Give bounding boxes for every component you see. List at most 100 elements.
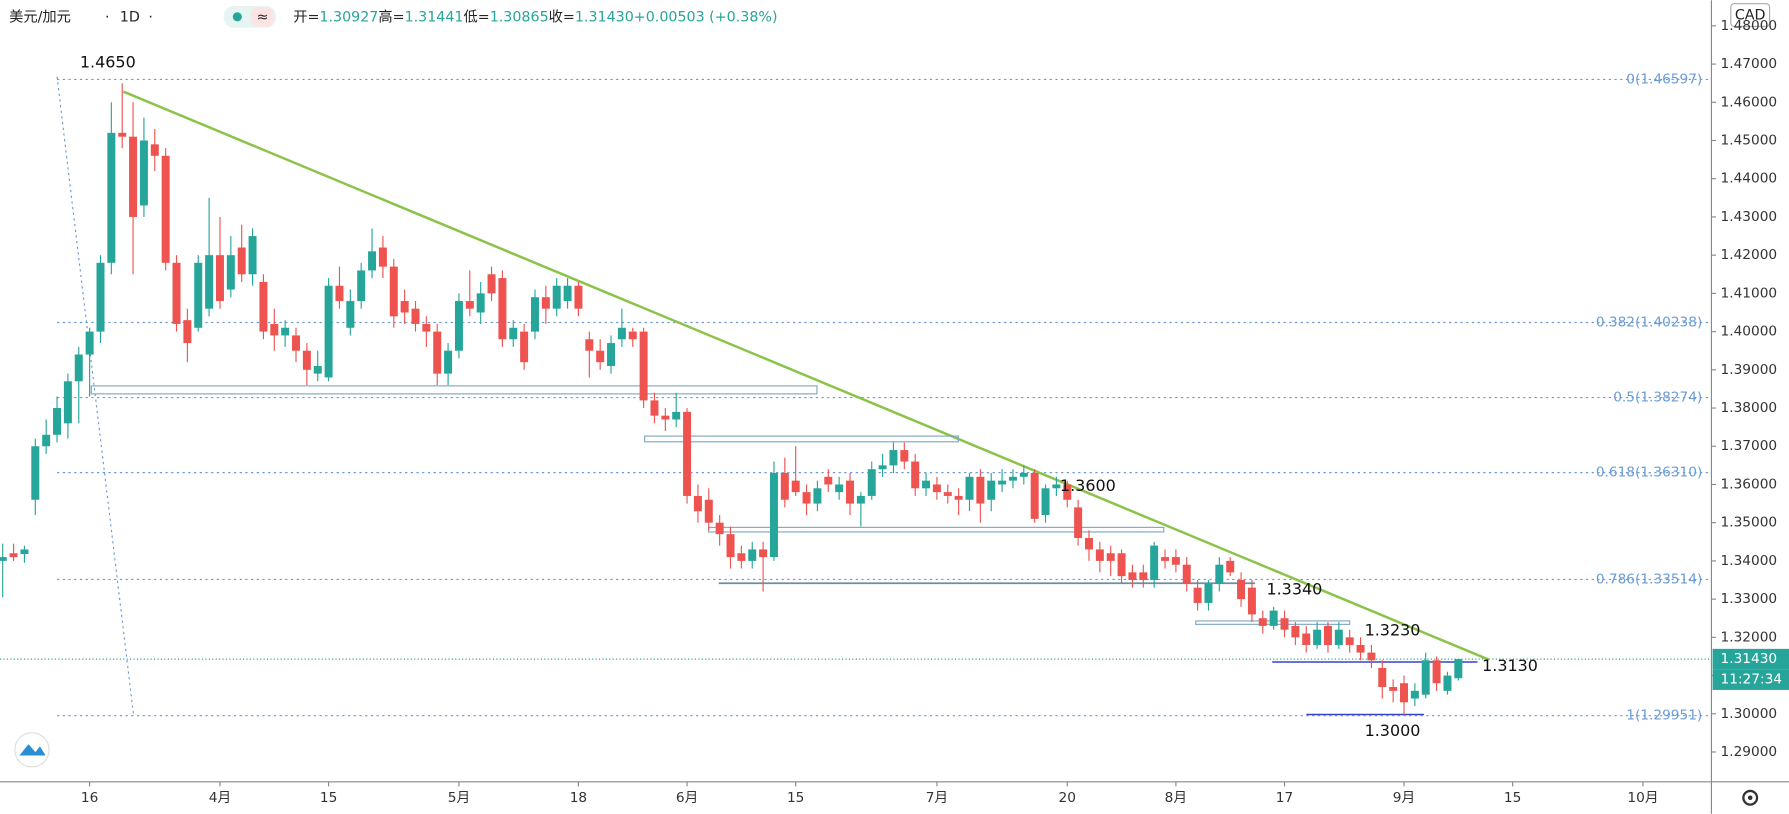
candle-body <box>433 331 442 374</box>
trend-line <box>122 90 1490 661</box>
quote: 开=1.30927高=1.31441低=1.30865收=1.31430+0.0… <box>293 8 777 25</box>
y-tick-label: 1.41000 <box>1721 285 1778 301</box>
candle-body <box>259 281 268 332</box>
y-tick-label: 1.37000 <box>1721 438 1778 454</box>
candle-body <box>628 331 637 340</box>
y-tick-label: 1.39000 <box>1721 362 1778 378</box>
candle-body <box>813 488 822 504</box>
annotation: 1.4650 <box>80 53 136 72</box>
candle-body <box>824 476 833 485</box>
candle-body <box>617 327 626 340</box>
candle-body <box>846 480 854 504</box>
quote-value: 1.30927 <box>319 9 378 25</box>
quote-value: 1.30865 <box>490 9 549 25</box>
candle-body <box>1367 652 1376 661</box>
candle-body <box>42 434 51 447</box>
y-tick-label: 1.34000 <box>1721 553 1778 569</box>
y-tick-label: 1.46000 <box>1721 94 1778 110</box>
logo[interactable] <box>14 732 50 768</box>
candle-body <box>911 461 920 489</box>
x-tick-label: 17 <box>1276 790 1293 806</box>
y-tick-label: 1.38000 <box>1721 400 1778 416</box>
candle-body <box>31 446 40 500</box>
candle-body <box>465 301 474 309</box>
zone <box>90 385 818 395</box>
candle-body <box>302 350 311 370</box>
candle-body <box>878 465 887 470</box>
candle-body <box>607 343 616 366</box>
y-tick-label: 1.48000 <box>1721 18 1778 34</box>
candle-body <box>53 408 62 435</box>
candle-body <box>1117 553 1126 577</box>
candle-body <box>139 140 148 206</box>
x-tick-label: 4月 <box>209 790 231 806</box>
candle-body <box>965 476 974 500</box>
candle-body <box>1291 625 1300 638</box>
candle-body <box>802 492 811 504</box>
annotations: 1.4650 1.3600 1.3340 1.3230 1.3130 1.300… <box>80 53 1538 741</box>
candle-body <box>1454 659 1463 679</box>
quote-label: 收= <box>549 8 575 25</box>
candle-body <box>1323 625 1332 645</box>
candle-body <box>96 262 105 332</box>
logo-mark[interactable] <box>19 744 46 756</box>
separator: · <box>105 9 110 25</box>
quote-value: 1.31430 <box>575 9 634 25</box>
candle-body <box>215 255 224 302</box>
countdown-box <box>1712 669 1789 690</box>
indicator-icon[interactable] <box>251 7 274 27</box>
candle-body <box>922 480 931 489</box>
candle-body <box>150 144 159 156</box>
candle-body <box>1171 557 1180 565</box>
candle-body <box>552 285 561 309</box>
candle-body <box>237 247 246 275</box>
quote-value: 1.31441 <box>405 9 464 25</box>
candle-body <box>737 553 746 561</box>
x-tick-label: 10月 <box>1627 790 1658 806</box>
candle-body <box>1182 564 1191 584</box>
candle-body <box>270 323 279 336</box>
settings[interactable] <box>1742 789 1759 806</box>
candle-body <box>368 251 377 271</box>
candle-body <box>1074 507 1083 538</box>
candle-body <box>900 450 909 462</box>
candle-body <box>422 323 431 332</box>
fib-trend <box>56 76 135 715</box>
fib-label: 0(1.46597) <box>1626 71 1702 87</box>
candle-body <box>998 480 1007 485</box>
candle-body <box>281 327 290 336</box>
x-tick-label: 16 <box>81 790 98 806</box>
eye-icon[interactable] <box>232 12 242 22</box>
fib-label: 0.786(1.33514) <box>1596 571 1702 587</box>
candle-body <box>205 255 214 309</box>
candle-body <box>1334 629 1343 645</box>
candle-body <box>867 469 876 496</box>
candle-body <box>292 335 301 351</box>
gear-center[interactable] <box>1747 795 1753 801</box>
currency[interactable]: CAD <box>1735 8 1766 24</box>
candle-body <box>1410 690 1419 699</box>
y-tick-label: 1.36000 <box>1721 476 1778 492</box>
quote-label: 开= <box>293 9 319 25</box>
y-tick-label: 1.29000 <box>1721 744 1778 760</box>
indicator-glyph[interactable]: ≈ <box>256 9 268 25</box>
candle-body <box>194 262 203 328</box>
candle-body <box>1432 660 1441 684</box>
separator: · <box>148 9 153 25</box>
currency-box[interactable] <box>1730 3 1771 28</box>
candle-body <box>1063 484 1072 500</box>
last-price-box <box>1712 648 1789 670</box>
annotation: 1.3130 <box>1482 656 1538 675</box>
candle-body <box>715 522 724 535</box>
candle-body <box>411 308 420 324</box>
candle-body <box>1193 587 1202 603</box>
candle-body <box>476 293 485 313</box>
candle-body <box>487 274 496 294</box>
candle-body <box>1280 618 1289 630</box>
candle-body <box>748 549 757 561</box>
candle-body <box>780 473 789 500</box>
candle-body <box>118 132 127 137</box>
gear[interactable] <box>1742 789 1759 806</box>
candle-body <box>0 557 7 561</box>
